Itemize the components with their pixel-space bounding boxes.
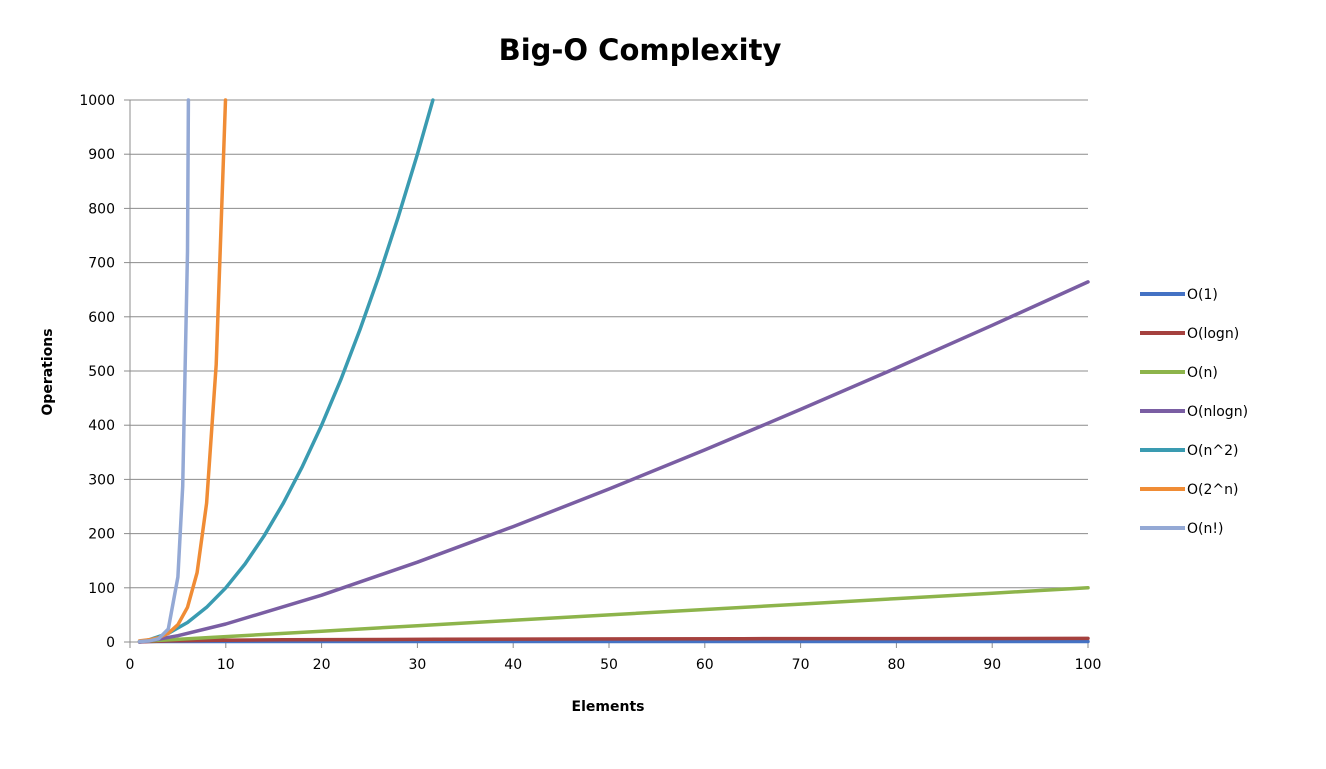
x-axis-title: Elements [572, 699, 645, 715]
legend-label-6: O(n!) [1187, 521, 1223, 537]
legend-label-5: O(2^n) [1187, 482, 1238, 498]
x-tick-label-90: 90 [983, 657, 1001, 673]
y-axis-title: Operations [40, 328, 56, 415]
legend-label-0: O(1) [1187, 287, 1218, 303]
y-tick-label-800: 800 [88, 201, 115, 217]
tick-labels: 0 100 200 300 400 500 600 700 800 900 1000 0 10 20 30 4… [79, 93, 1101, 673]
x-tick-label-20: 20 [313, 657, 331, 673]
series-lines [137, 98, 1090, 644]
x-tick-label-0: 0 [126, 657, 135, 673]
series-line-2 [137, 586, 1090, 644]
y-tick-label-400: 400 [88, 418, 115, 434]
gridlines [130, 99, 1088, 589]
y-tick-label-100: 100 [88, 581, 115, 597]
legend-label-4: O(n^2) [1187, 443, 1238, 459]
y-tick-label-200: 200 [88, 527, 115, 543]
x-tick-label-60: 60 [696, 657, 714, 673]
legend-label-3: O(nlogn) [1187, 404, 1248, 420]
y-tick-label-1000: 1000 [79, 93, 115, 109]
y-tick-label-900: 900 [88, 147, 115, 163]
series-line-3 [137, 280, 1090, 644]
y-tick-label-600: 600 [88, 310, 115, 326]
x-tick-label-70: 70 [792, 657, 810, 673]
x-tick-label-80: 80 [887, 657, 905, 673]
y-tick-label-0: 0 [106, 635, 115, 651]
legend-label-1: O(logn) [1187, 326, 1239, 342]
y-tick-label-700: 700 [88, 256, 115, 272]
series-line-5 [137, 98, 228, 643]
y-tick-label-500: 500 [88, 364, 115, 380]
series-line-4 [137, 98, 435, 644]
x-tick-label-10: 10 [217, 657, 235, 673]
y-tick-label-300: 300 [88, 472, 115, 488]
x-tick-label-30: 30 [408, 657, 426, 673]
axes [124, 99, 1089, 648]
legend: O(1) O(logn) O(n) O(nlogn) O(n^2) O(2^n) O(n!) [1140, 287, 1248, 537]
x-tick-label-100: 100 [1075, 657, 1102, 673]
x-tick-label-40: 40 [504, 657, 522, 673]
x-tick-label-50: 50 [600, 657, 618, 673]
chart-title: Big-O Complexity [499, 33, 782, 67]
series-line-6 [137, 98, 191, 644]
legend-label-2: O(n) [1187, 365, 1218, 381]
